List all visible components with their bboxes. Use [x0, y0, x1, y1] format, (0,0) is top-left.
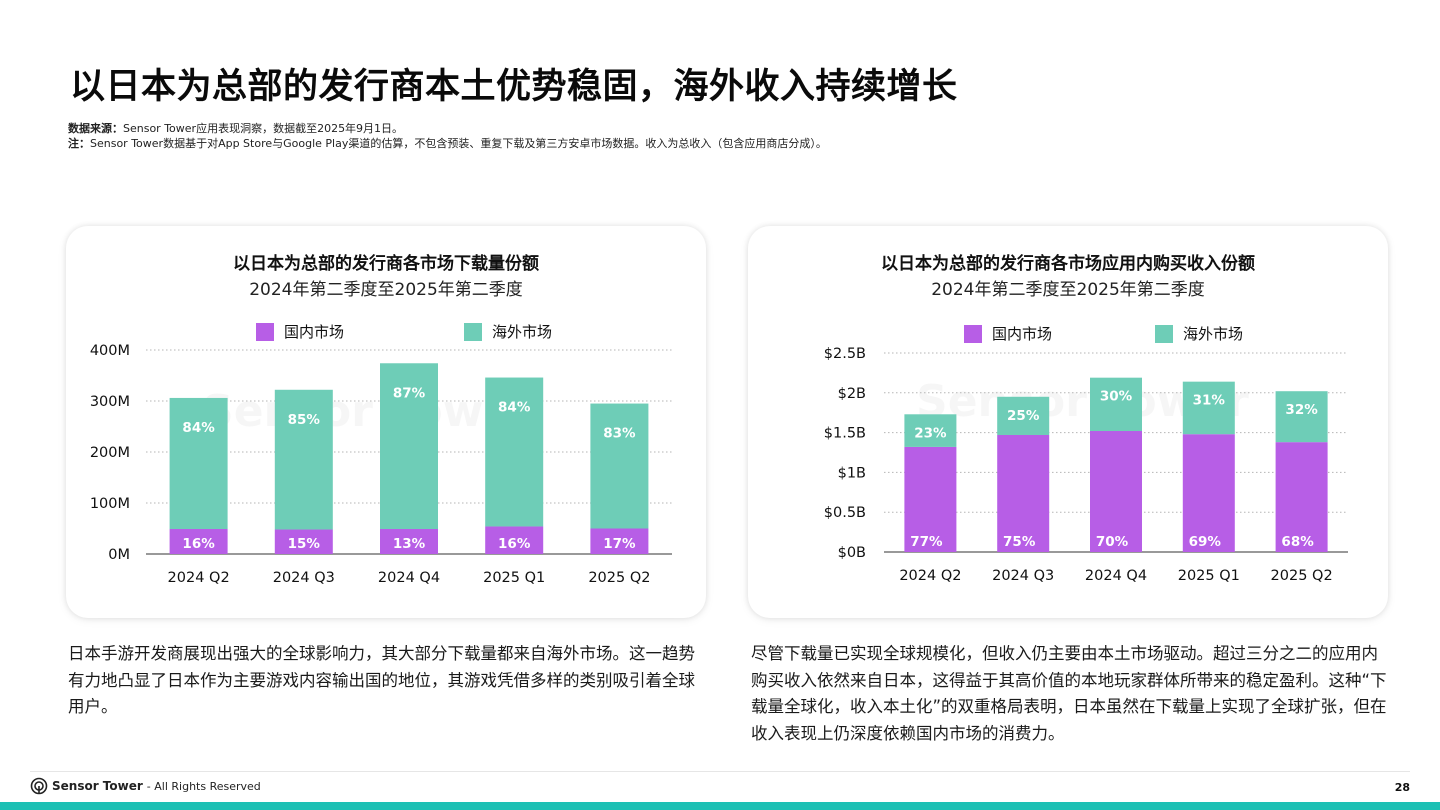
bar-domestic [1275, 442, 1328, 552]
y-tick-label: 100M [90, 496, 130, 512]
data-label-domestic: 15% [288, 536, 321, 552]
bar-domestic [997, 434, 1050, 552]
y-tick-label: 300M [90, 394, 130, 410]
footer-logo: Sensor Tower - All Rights Reserved [30, 777, 261, 795]
data-label-domestic: 69% [1189, 534, 1222, 550]
legend-label-overseas: 海外市场 [1183, 325, 1244, 343]
x-tick-label: 2025 Q1 [483, 570, 545, 586]
bar-overseas [1182, 381, 1235, 435]
downloads-chart: Sensor Tower0M100M200M300M400M16%84%2024… [90, 343, 672, 586]
footer-rights: - All Rights Reserved [146, 779, 261, 793]
bar-overseas [169, 397, 228, 530]
y-tick-label: $2.5B [824, 346, 866, 362]
data-label-overseas: 84% [182, 420, 215, 436]
source-notes: 数据来源：Sensor Tower应用表现洞察，数据截至2025年9月1日。 注… [68, 121, 827, 151]
data-label-domestic: 13% [393, 536, 426, 552]
bar-domestic [380, 529, 438, 554]
chart-title: 以日本为总部的发行商各市场应用内购买收入份额 [881, 254, 1255, 274]
bar-domestic [1182, 434, 1235, 552]
y-tick-label: 400M [90, 343, 130, 359]
data-label-overseas: 87% [393, 385, 426, 401]
chart-title: 以日本为总部的发行商各市场下载量份额 [233, 254, 539, 274]
legend-label-domestic: 国内市场 [992, 325, 1053, 343]
legend-label-domestic: 国内市场 [284, 323, 345, 341]
x-tick-label: 2024 Q3 [992, 568, 1054, 584]
footer-divider [30, 771, 1410, 772]
x-tick-label: 2024 Q4 [1085, 568, 1147, 584]
y-tick-label: 200M [90, 445, 130, 461]
y-tick-label: $0B [838, 545, 866, 561]
bottom-accent-bar [0, 802, 1440, 810]
data-label-domestic: 75% [1003, 534, 1036, 550]
page-title: 以日本为总部的发行商本土优势稳固，海外收入持续增长 [70, 67, 958, 107]
revenue-chart: Sensor Tower$0B$0.5B$1B$1.5B$2B$2.5B77%2… [824, 346, 1348, 584]
y-tick-label: $1.5B [824, 426, 866, 442]
data-label-domestic: 16% [498, 536, 531, 552]
bar-domestic [904, 446, 957, 552]
note-text: Sensor Tower数据基于对App Store与Google Play渠道… [90, 137, 827, 150]
y-tick-label: $2B [838, 386, 866, 402]
x-tick-label: 2024 Q4 [378, 570, 440, 586]
legend-domestic: 国内市场 [256, 321, 344, 342]
data-label-overseas: 25% [1007, 408, 1040, 424]
bar-overseas [1275, 391, 1328, 443]
data-label-overseas: 83% [603, 426, 636, 442]
y-tick-label: 0M [108, 547, 130, 563]
bar-domestic [274, 529, 333, 554]
legend-overseas: 海外市场 [1155, 323, 1243, 344]
data-label-domestic: 16% [182, 536, 215, 552]
legend-swatch-domestic [256, 322, 274, 341]
revenue-chart-card: 以日本为总部的发行商各市场应用内购买收入份额 2024年第二季度至2025年第二… [748, 226, 1388, 618]
footer-brand: Sensor Tower [52, 779, 143, 793]
chart-subtitle: 2024年第二季度至2025年第二季度 [931, 280, 1205, 300]
downloads-chart-card: 以日本为总部的发行商各市场下载量份额 2024年第二季度至2025年第二季度 国… [66, 226, 706, 618]
bar-overseas [485, 377, 544, 527]
x-tick-label: 2025 Q2 [1271, 568, 1333, 584]
bar-overseas [904, 414, 957, 447]
legend-swatch-overseas [464, 322, 482, 341]
bar-domestic [485, 526, 544, 554]
data-label-domestic: 68% [1281, 534, 1314, 550]
source-label: 数据来源： [68, 122, 123, 135]
page-number: 28 [1394, 781, 1410, 794]
source-text: Sensor Tower应用表现洞察，数据截至2025年9月1日。 [123, 122, 404, 135]
legend-swatch-overseas [1155, 324, 1173, 343]
data-label-overseas: 85% [288, 412, 321, 428]
bar-overseas [997, 396, 1050, 435]
bar-overseas [1090, 377, 1142, 432]
y-tick-label: $0.5B [824, 505, 866, 521]
bar-overseas [274, 389, 333, 530]
chart-subtitle: 2024年第二季度至2025年第二季度 [249, 280, 523, 300]
data-label-domestic: 77% [910, 534, 943, 550]
data-label-overseas: 30% [1100, 389, 1133, 405]
legend-overseas: 海外市场 [464, 321, 552, 342]
revenue-commentary: 尽管下载量已实现全球规模化，但收入仍主要由本土市场驱动。超过三分之二的应用内购买… [751, 644, 1387, 743]
data-label-overseas: 23% [914, 425, 947, 441]
data-label-overseas: 84% [498, 400, 531, 416]
y-tick-label: $1B [838, 465, 866, 481]
x-tick-label: 2025 Q2 [588, 570, 650, 586]
x-tick-label: 2025 Q1 [1178, 568, 1240, 584]
x-tick-label: 2024 Q2 [899, 568, 961, 584]
legend-swatch-domestic [964, 324, 982, 343]
bar-overseas [380, 363, 438, 530]
legend-domestic: 国内市场 [964, 323, 1052, 344]
bar-domestic [1090, 431, 1142, 552]
x-tick-label: 2024 Q2 [168, 570, 230, 586]
bar-domestic [169, 529, 228, 554]
note-label: 注： [68, 137, 90, 150]
data-label-domestic: 17% [603, 536, 636, 552]
data-label-overseas: 32% [1285, 402, 1318, 418]
bar-overseas [590, 403, 649, 529]
x-tick-label: 2024 Q3 [273, 570, 335, 586]
downloads-commentary: 日本手游开发商展现出强大的全球影响力，其大部分下载量都来自海外市场。这一趋势有力… [68, 644, 695, 716]
sensor-tower-logo-icon [30, 777, 48, 795]
legend-label-overseas: 海外市场 [492, 323, 553, 341]
data-label-domestic: 70% [1096, 534, 1129, 550]
data-label-overseas: 31% [1193, 393, 1226, 409]
bar-domestic [590, 528, 649, 554]
